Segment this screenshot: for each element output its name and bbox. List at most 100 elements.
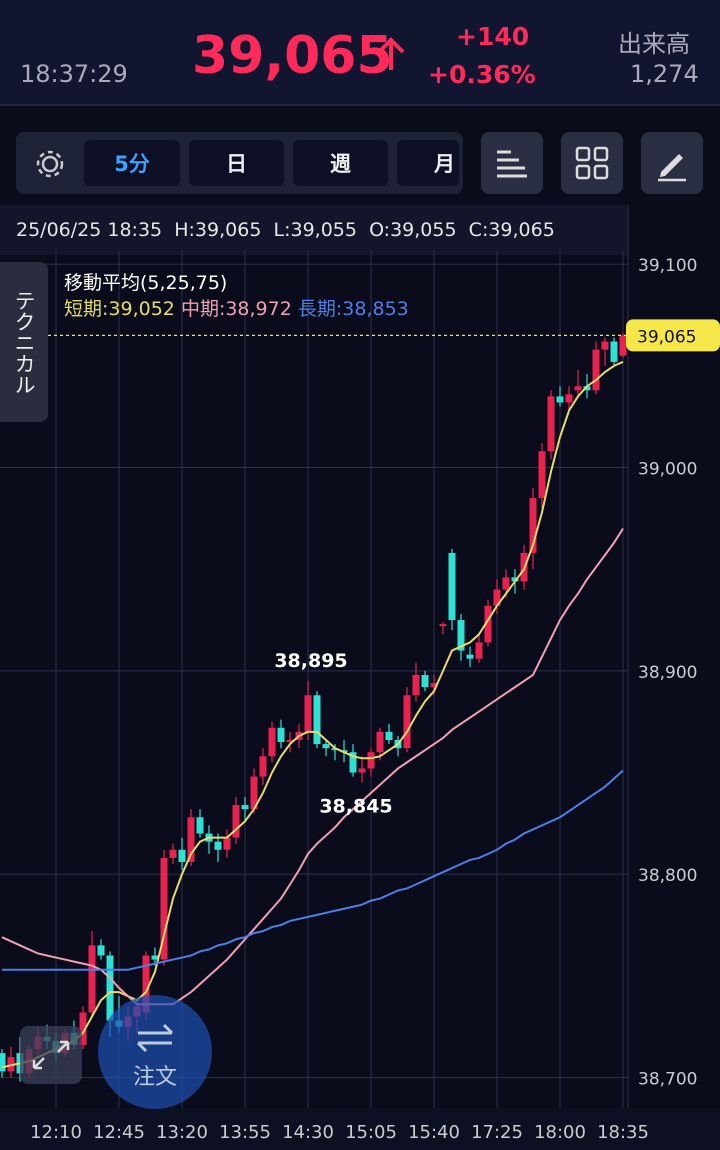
order-button[interactable]: 注文 — [98, 995, 212, 1109]
candle-body — [592, 349, 600, 391]
x-tick-label: 12:45 — [93, 1122, 145, 1143]
candle-body — [403, 695, 411, 749]
up-arrow — [377, 37, 405, 70]
layout-button[interactable] — [561, 132, 623, 194]
bar-button[interactable] — [481, 132, 543, 194]
candle-body — [178, 849, 186, 862]
change-pct: +0.36% — [428, 60, 536, 89]
candle-body — [349, 752, 357, 773]
candle-body — [313, 695, 321, 745]
info-date: 25/06/25 18:35 — [16, 219, 163, 241]
candle-body — [376, 731, 384, 753]
x-tick-label: 17:25 — [471, 1122, 523, 1143]
x-tick-label: 14:30 — [282, 1122, 334, 1143]
ma-line — [1, 360, 624, 1069]
y-tick-label: 38,900 — [638, 663, 697, 683]
candle-body — [484, 605, 492, 643]
info-close: C:39,065 — [468, 219, 555, 241]
order-label: 注文 — [132, 1065, 177, 1090]
settings-icon[interactable] — [30, 144, 70, 184]
candle-body — [475, 642, 483, 659]
candle-body — [79, 1012, 87, 1045]
candle-body — [565, 394, 573, 403]
change: +140 — [456, 22, 530, 51]
candle-body — [358, 768, 366, 773]
candle-body — [268, 727, 276, 757]
candle-body — [214, 841, 222, 850]
candle-body — [385, 731, 393, 740]
x-axis-band — [0, 1108, 720, 1150]
time: 18:37:29 — [20, 60, 128, 88]
candle-body — [241, 805, 249, 810]
legend-short: 短期:39,052 — [64, 298, 175, 320]
candle-body — [430, 683, 438, 688]
candle-body — [493, 589, 501, 606]
candle-body — [502, 577, 510, 590]
info-high: H:39,065 — [174, 219, 262, 241]
expand-icon — [32, 1040, 70, 1070]
info-bar — [0, 205, 628, 255]
candle-body — [574, 386, 582, 391]
side-tab[interactable]: テクニカル — [0, 262, 48, 422]
candle-body — [97, 945, 105, 956]
volume: 1,274 — [630, 60, 699, 88]
candle-body — [367, 752, 375, 769]
info-low: L:39,055 — [273, 219, 357, 241]
candle-body — [322, 744, 330, 749]
ma-line — [2, 769, 624, 971]
x-tick-label: 15:40 — [408, 1122, 460, 1143]
candle-body — [277, 727, 285, 743]
annotation: 38,895 — [274, 650, 347, 672]
bar-icon — [497, 150, 527, 178]
candle-body — [169, 849, 177, 858]
candle-body — [250, 776, 258, 810]
candle-body — [160, 857, 168, 960]
candle-body — [619, 335, 627, 356]
draw-button[interactable] — [641, 132, 703, 194]
expand-button[interactable] — [20, 1026, 82, 1084]
candle-body — [439, 624, 447, 627]
candle-body — [421, 674, 429, 688]
candle-body — [0, 1053, 6, 1072]
legend-mid: 中期:38,972 — [180, 298, 292, 320]
header — [0, 0, 720, 106]
candle-body — [448, 552, 456, 621]
candle-body — [286, 739, 294, 743]
candle-body — [466, 654, 474, 659]
candle-body — [457, 620, 465, 651]
last-price-label: 39,065 — [637, 327, 696, 347]
x-tick-label: 18:00 — [534, 1122, 586, 1143]
candle-body — [610, 341, 618, 362]
candle-body — [187, 817, 195, 862]
y-tick-label: 39,000 — [638, 460, 697, 480]
tab[interactable]: 5分 — [84, 140, 180, 186]
ma-line — [1, 528, 624, 1006]
candle-body — [232, 805, 240, 838]
candle-body — [88, 945, 96, 1013]
legend-long: 長期:38,853 — [297, 298, 409, 320]
tab[interactable]: 月 — [397, 140, 459, 186]
y-tick-label: 38,800 — [638, 866, 697, 886]
candle-body — [547, 396, 555, 452]
candle-body — [196, 817, 204, 834]
candle-body — [556, 396, 564, 403]
y-tick-label: 39,100 — [638, 256, 697, 276]
tab[interactable]: 週 — [293, 140, 388, 186]
grid — [0, 250, 628, 1108]
tab[interactable]: 日 — [189, 140, 284, 186]
y-tick-label: 38,700 — [638, 1070, 697, 1090]
x-tick-label: 13:20 — [156, 1122, 208, 1143]
pen-icon — [658, 154, 686, 182]
candle-body — [601, 341, 609, 350]
candle-body — [223, 837, 231, 850]
candle-body — [583, 386, 591, 391]
legend-title: 移動平均(5,25,75) — [64, 272, 228, 294]
info-line: 25/06/25 18:35 H:39,065 L:39,055 O:39,05… — [16, 219, 555, 241]
swap-icon — [136, 1023, 174, 1053]
price: 39,065 — [192, 26, 393, 86]
last-price-tag — [626, 319, 720, 352]
candle-body — [412, 674, 420, 696]
annotation: 38,845 — [319, 796, 392, 818]
